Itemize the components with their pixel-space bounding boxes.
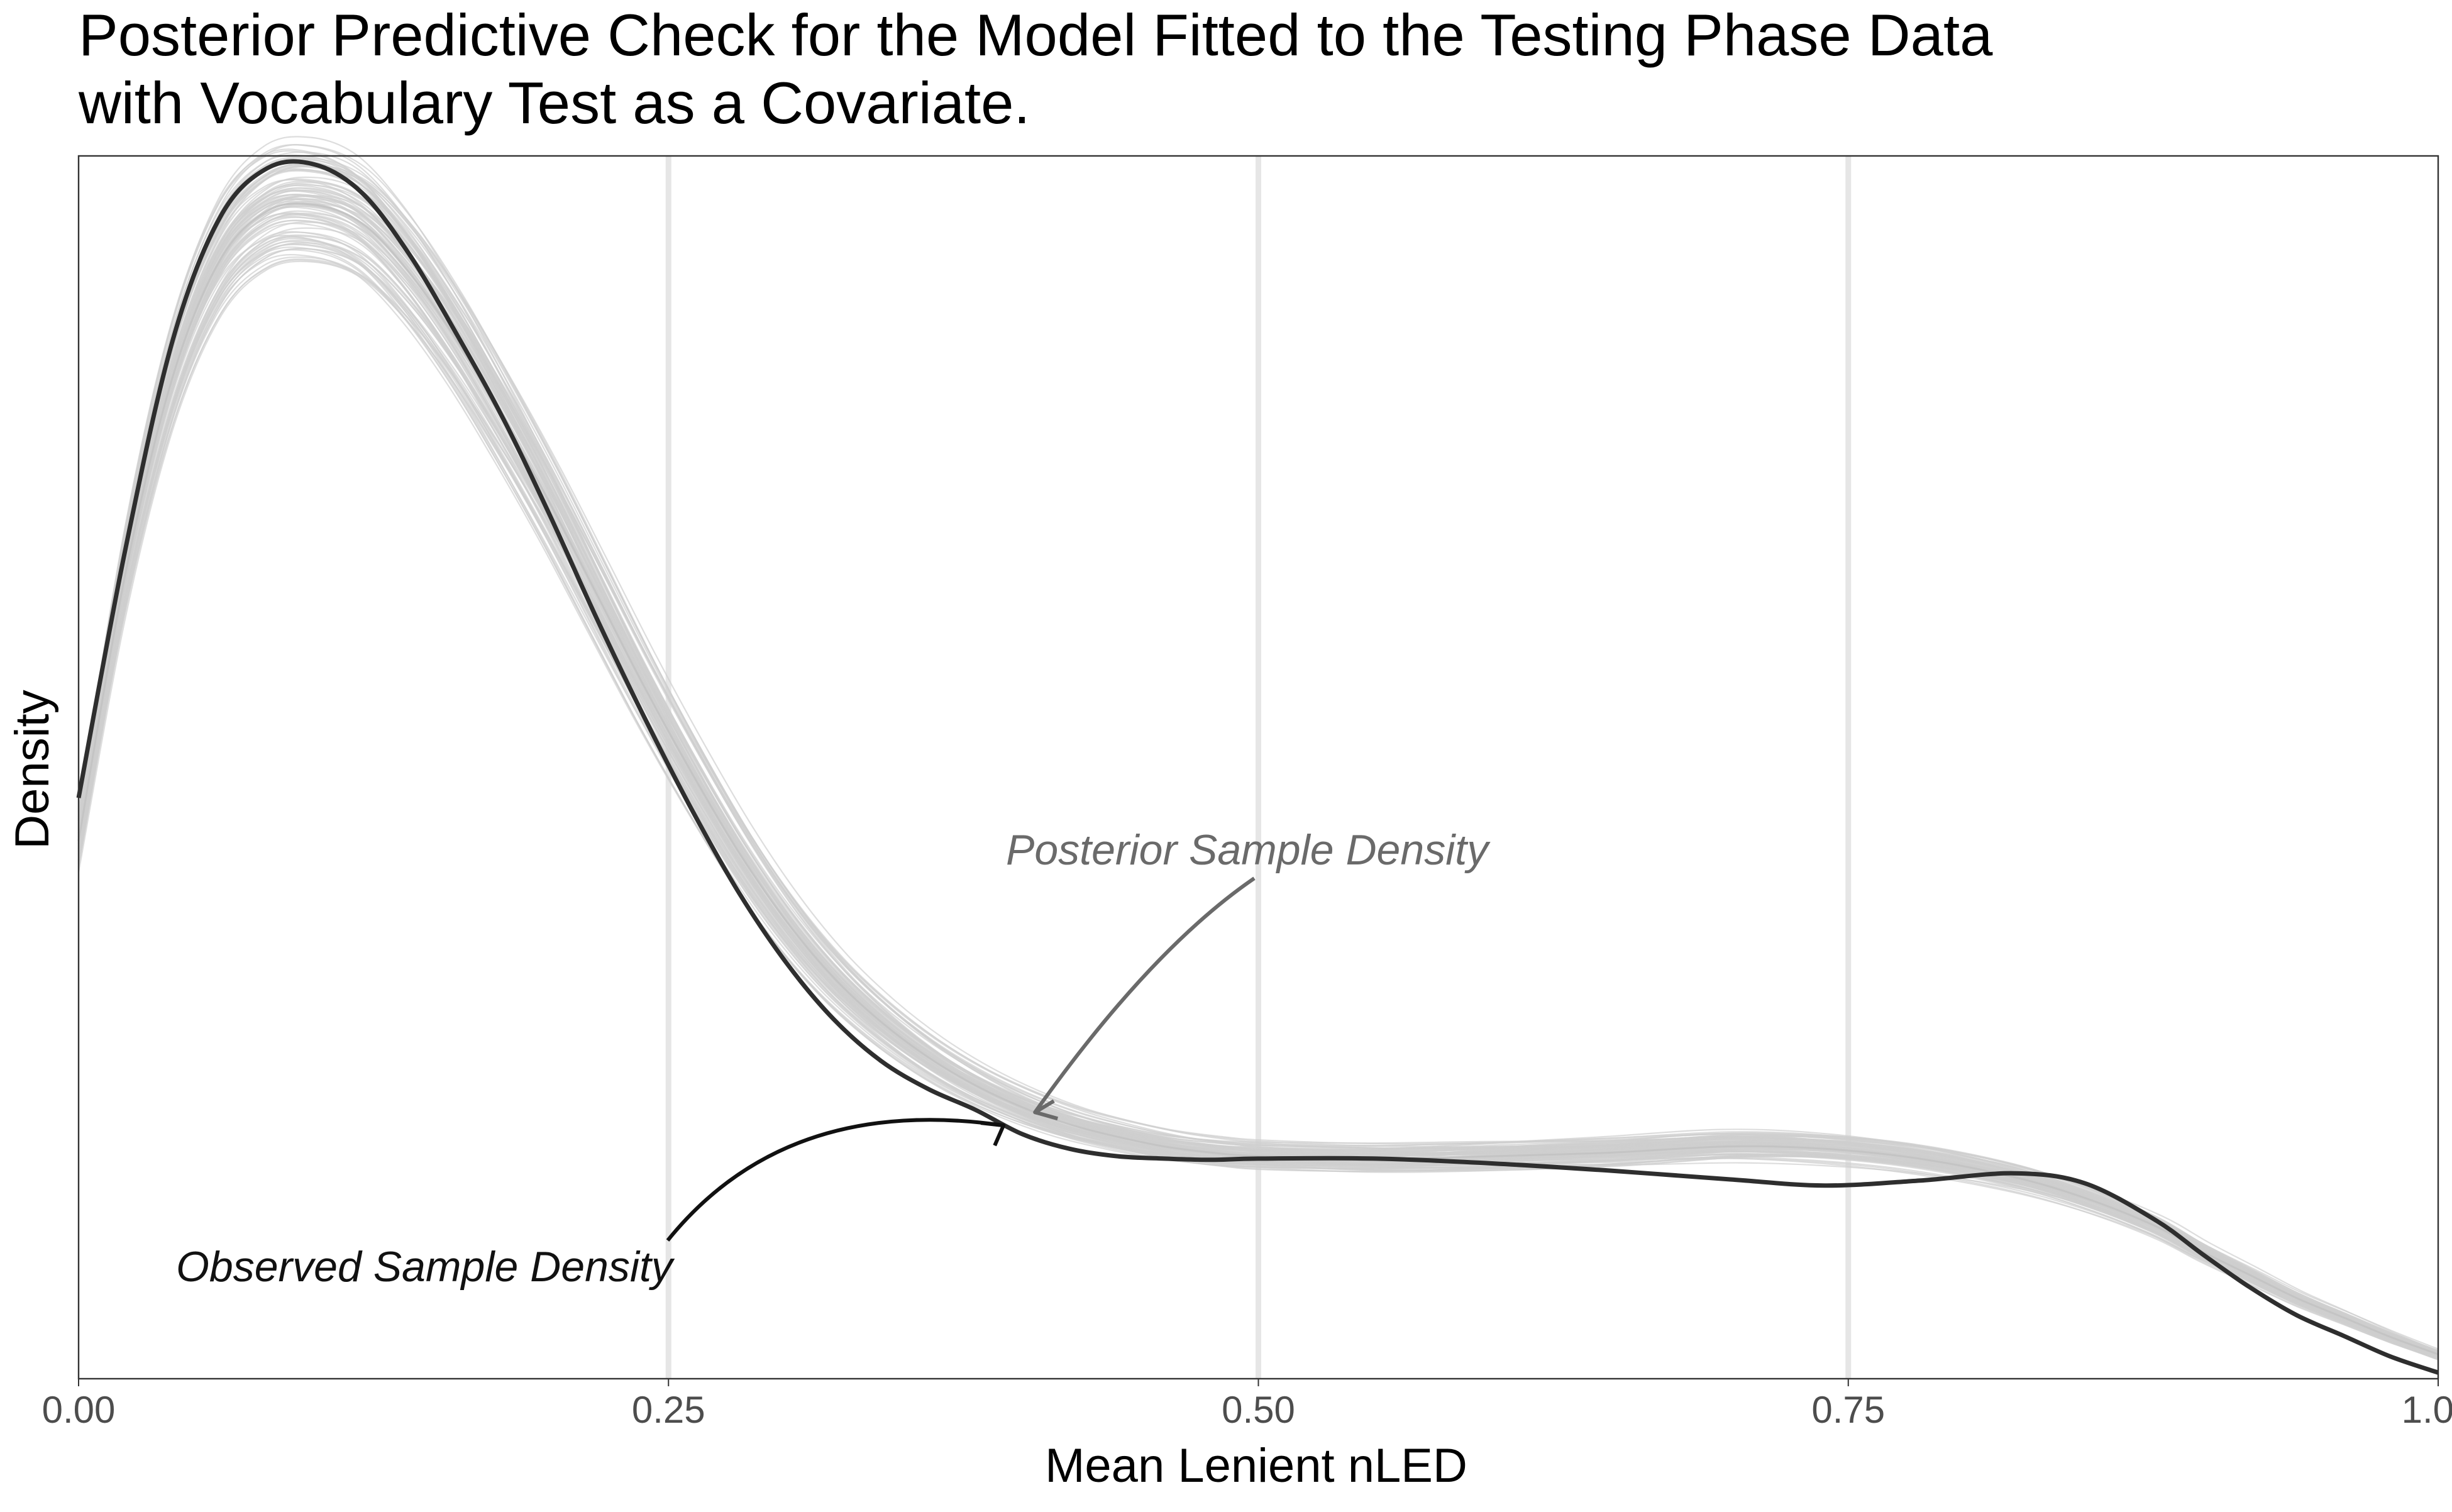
x-axis-label: Mean Lenient nLED — [1045, 1439, 1467, 1493]
posterior-draw-line — [77, 256, 2436, 1355]
observed-series-line — [76, 159, 2439, 1375]
annotation-observed-arrowhead — [980, 1121, 1006, 1147]
posterior-series-line — [77, 202, 2439, 1355]
posterior-draw-line — [77, 246, 2437, 1355]
x-tick-label: 0.75 — [1811, 1389, 1885, 1431]
x-tick-label: 0.25 — [632, 1389, 705, 1431]
x-tick-label: 0.00 — [42, 1389, 116, 1431]
x-tick-label: 0.50 — [1222, 1389, 1295, 1431]
posterior-draw-line — [77, 243, 2438, 1356]
y-axis-label: Density — [6, 690, 59, 849]
chart-title-line: with Vocabulary Test as a Covariate. — [78, 70, 1030, 136]
annotation-observed-label: Observed Sample Density — [176, 1243, 675, 1291]
chart-title-line: Posterior Predictive Check for the Model… — [79, 2, 1993, 68]
annotations: Posterior Sample Density Observed Sample … — [176, 826, 1491, 1291]
annotation-posterior-arrow — [1033, 876, 1256, 1113]
chart-title: Posterior Predictive Check for the Model… — [78, 2, 1993, 136]
x-axis-ticks: 0.00 0.25 0.50 0.75 1.00 — [42, 1379, 2452, 1431]
x-tick-label: 1.00 — [2402, 1389, 2452, 1431]
observed-series — [76, 159, 2439, 1375]
posterior-draw-line — [77, 248, 2439, 1357]
annotation-posterior-label: Posterior Sample Density — [1006, 826, 1491, 874]
posterior-draw-line — [77, 249, 2436, 1357]
annotation-posterior-arrowhead — [1033, 1099, 1059, 1121]
posterior-draw-line — [77, 166, 2439, 1356]
posterior-draw-line — [77, 144, 2439, 1352]
annotation-observed-arrow — [666, 1118, 1004, 1242]
posterior-draw-line — [77, 159, 2437, 1356]
